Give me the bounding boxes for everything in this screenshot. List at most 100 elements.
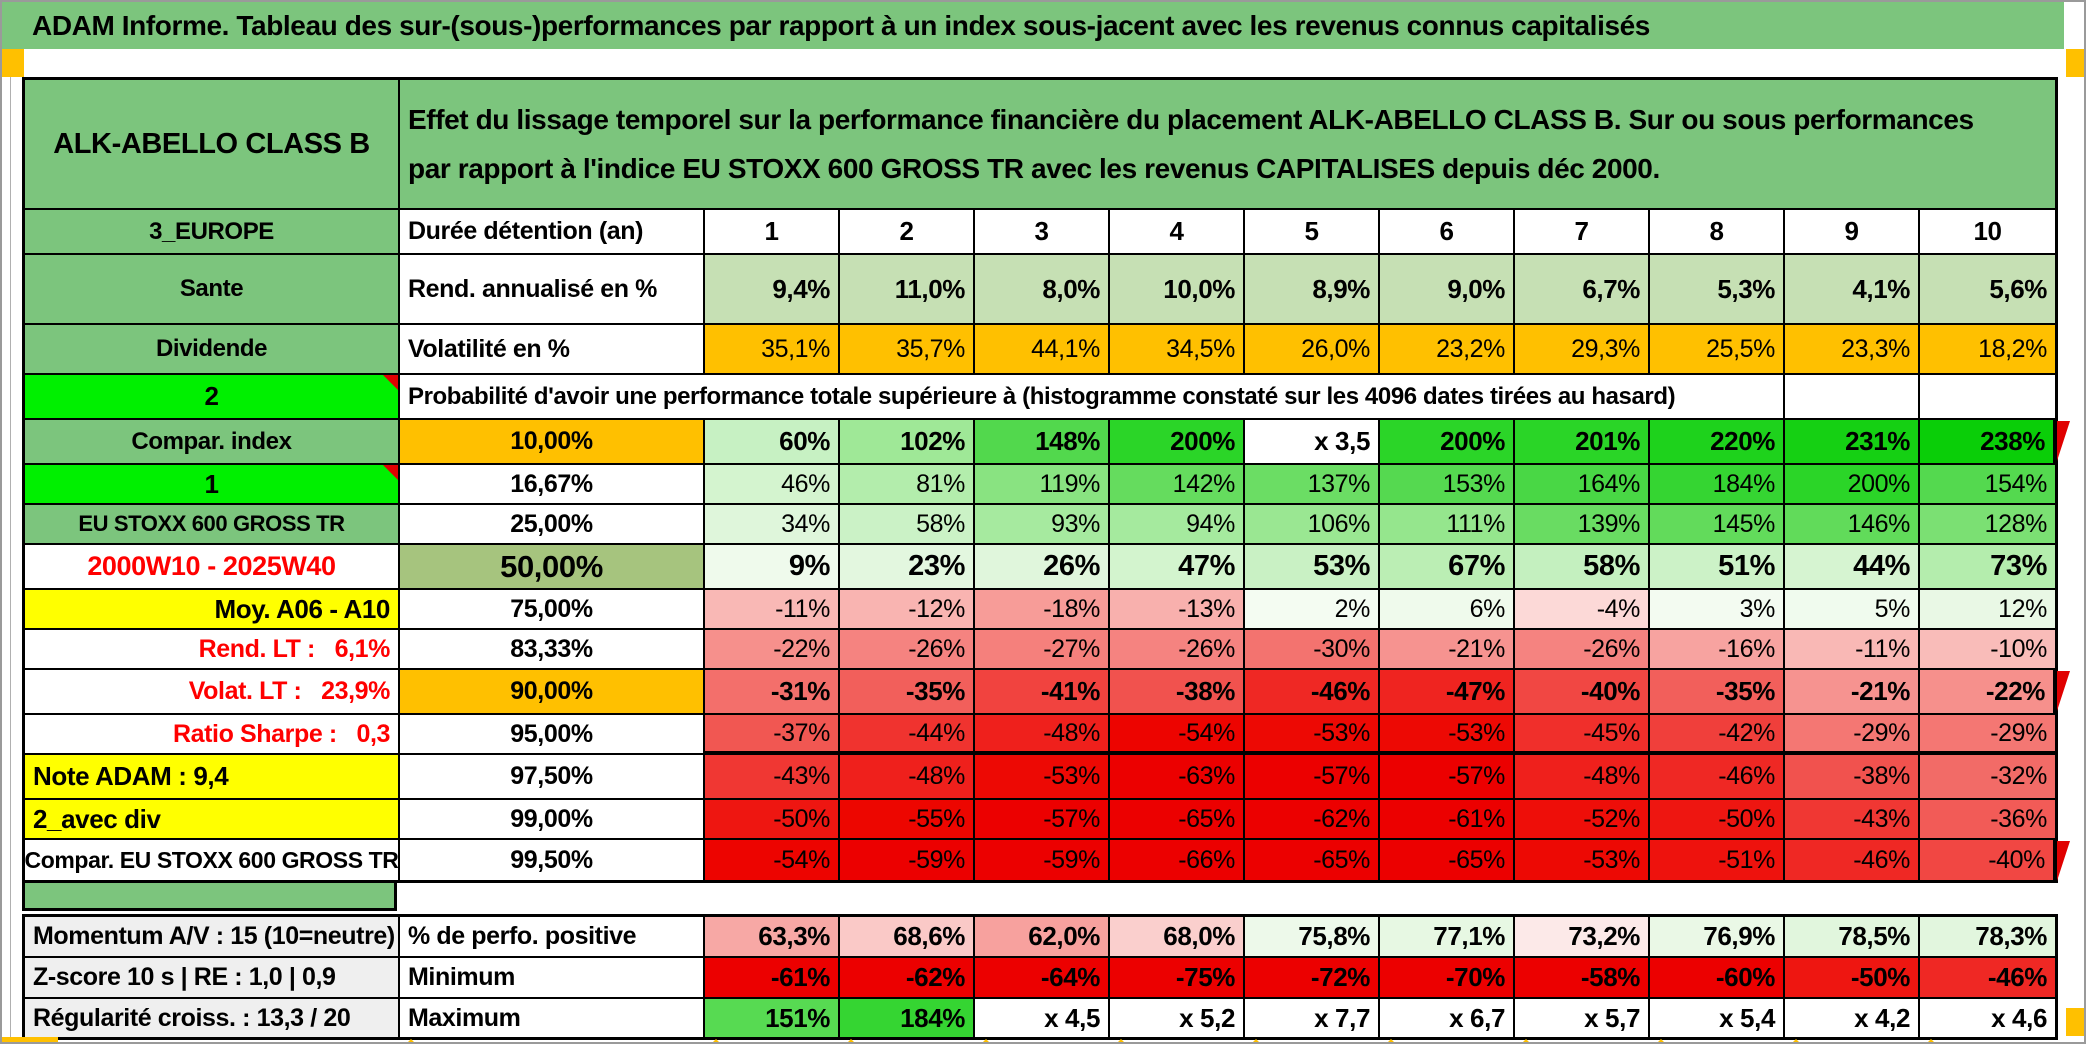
cell-p16-y7[interactable]: 164% <box>1515 465 1650 505</box>
cell-p95-y1[interactable]: -37% <box>705 715 840 755</box>
cell-regularite-y9[interactable]: x 4,2 <box>1785 999 1920 1037</box>
cell-duree-y3[interactable]: 3 <box>975 210 1110 255</box>
cell-p25-y7[interactable]: 139% <box>1515 505 1650 545</box>
cell-regularite-y7[interactable]: x 5,7 <box>1515 999 1650 1037</box>
cell-p83-y8[interactable]: -16% <box>1650 630 1785 670</box>
cell-volat-y2[interactable]: 35,7% <box>840 325 975 375</box>
row-label-p99[interactable]: 2_avec div <box>25 800 400 840</box>
cell-p50-y9[interactable]: 44% <box>1785 545 1920 590</box>
cell-duree-y9[interactable]: 9 <box>1785 210 1920 255</box>
row-header-regularite[interactable]: Maximum <box>400 999 705 1037</box>
cell-momentum-y4[interactable]: 68,0% <box>1110 917 1245 958</box>
cell-momentum-y2[interactable]: 68,6% <box>840 917 975 958</box>
cell-rend-y8[interactable]: 5,3% <box>1650 255 1785 325</box>
row-header-p99[interactable]: 99,00% <box>400 800 705 840</box>
cell-regularite-y3[interactable]: x 4,5 <box>975 999 1110 1037</box>
cell-p99-y7[interactable]: -52% <box>1515 800 1650 840</box>
row-label-regularite[interactable]: Régularité croiss. : 13,3 / 20 <box>25 999 400 1037</box>
cell-volat-y9[interactable]: 23,3% <box>1785 325 1920 375</box>
cell-p83-y2[interactable]: -26% <box>840 630 975 670</box>
cell-volat-y7[interactable]: 29,3% <box>1515 325 1650 375</box>
cell-p83-y1[interactable]: -22% <box>705 630 840 670</box>
cell-p975-y5[interactable]: -57% <box>1245 755 1380 800</box>
cell-p975-y3[interactable]: -53% <box>975 755 1110 800</box>
row-header-p25[interactable]: 25,00% <box>400 505 705 545</box>
row-header-p75[interactable]: 75,00% <box>400 590 705 630</box>
cell-zscore-y6[interactable]: -70% <box>1380 958 1515 999</box>
cell-p75-y8[interactable]: 3% <box>1650 590 1785 630</box>
cell-p10-y5[interactable]: x 3,5 <box>1245 420 1380 465</box>
cell-p975-y1[interactable]: -43% <box>705 755 840 800</box>
cell-p50-y6[interactable]: 67% <box>1380 545 1515 590</box>
cell-p975-y10[interactable]: -32% <box>1920 755 2055 800</box>
cell-volat-y10[interactable]: 18,2% <box>1920 325 2055 375</box>
cell-p90-y2[interactable]: -35% <box>840 670 975 715</box>
cell-p16-y2[interactable]: 81% <box>840 465 975 505</box>
cell-p25-y10[interactable]: 128% <box>1920 505 2055 545</box>
row-header-zscore[interactable]: Minimum <box>400 958 705 999</box>
cell-momentum-y6[interactable]: 77,1% <box>1380 917 1515 958</box>
cell-p90-y1[interactable]: -31% <box>705 670 840 715</box>
cell-duree-y6[interactable]: 6 <box>1380 210 1515 255</box>
cell-p16-y5[interactable]: 137% <box>1245 465 1380 505</box>
cell-p50-y3[interactable]: 26% <box>975 545 1110 590</box>
cell-p995-y5[interactable]: -65% <box>1245 840 1380 880</box>
cell-volat-y8[interactable]: 25,5% <box>1650 325 1785 375</box>
cell-p16-y9[interactable]: 200% <box>1785 465 1920 505</box>
cell-momentum-y5[interactable]: 75,8% <box>1245 917 1380 958</box>
cell-p99-y2[interactable]: -55% <box>840 800 975 840</box>
cell-p83-y7[interactable]: -26% <box>1515 630 1650 670</box>
cell-p75-y4[interactable]: -13% <box>1110 590 1245 630</box>
cell-p95-y3[interactable]: -48% <box>975 715 1110 755</box>
cell-rend-y7[interactable]: 6,7% <box>1515 255 1650 325</box>
cell-p95-y7[interactable]: -45% <box>1515 715 1650 755</box>
row-header-p83[interactable]: 83,33% <box>400 630 705 670</box>
cell-rend-y9[interactable]: 4,1% <box>1785 255 1920 325</box>
cell-p90-y3[interactable]: -41% <box>975 670 1110 715</box>
cell-p99-y4[interactable]: -65% <box>1110 800 1245 840</box>
row-header-p50[interactable]: 50,00% <box>400 545 705 590</box>
cell-volat-y1[interactable]: 35,1% <box>705 325 840 375</box>
row-label-p95[interactable]: Ratio Sharpe : 0,3 <box>25 715 400 755</box>
instrument-name-cell[interactable]: ALK-ABELLO CLASS B <box>25 80 400 210</box>
row-header-momentum[interactable]: % de perfo. positive <box>400 917 705 958</box>
cell-p95-y4[interactable]: -54% <box>1110 715 1245 755</box>
cell-regularite-y5[interactable]: x 7,7 <box>1245 999 1380 1037</box>
cell-p90-y9[interactable]: -21% <box>1785 670 1920 715</box>
cell-p975-y7[interactable]: -48% <box>1515 755 1650 800</box>
cell-momentum-y3[interactable]: 62,0% <box>975 917 1110 958</box>
cell-p16-y8[interactable]: 184% <box>1650 465 1785 505</box>
cell-p75-y3[interactable]: -18% <box>975 590 1110 630</box>
row-label-volat[interactable]: Dividende <box>25 325 400 375</box>
cell-regularite-y8[interactable]: x 5,4 <box>1650 999 1785 1037</box>
cell-zscore-y1[interactable]: -61% <box>705 958 840 999</box>
cell-p16-y4[interactable]: 142% <box>1110 465 1245 505</box>
green-spacer-row[interactable] <box>22 883 397 911</box>
cell-p83-y9[interactable]: -11% <box>1785 630 1920 670</box>
cell-duree-y10[interactable]: 10 <box>1920 210 2055 255</box>
cell-p25-y5[interactable]: 106% <box>1245 505 1380 545</box>
row-label-rend[interactable]: Sante <box>25 255 400 325</box>
cell-p10-y7[interactable]: 201% <box>1515 420 1650 465</box>
cell-zscore-y7[interactable]: -58% <box>1515 958 1650 999</box>
cell-p50-y2[interactable]: 23% <box>840 545 975 590</box>
description-cell[interactable]: Effet du lissage temporel sur la perform… <box>400 80 2055 210</box>
cell-regularite-y6[interactable]: x 6,7 <box>1380 999 1515 1037</box>
cell-p75-y2[interactable]: -12% <box>840 590 975 630</box>
cell-p975-y8[interactable]: -46% <box>1650 755 1785 800</box>
cell-volat-y6[interactable]: 23,2% <box>1380 325 1515 375</box>
cell-regularite-y2[interactable]: 184% <box>840 999 975 1037</box>
cell-p10-y3[interactable]: 148% <box>975 420 1110 465</box>
cell-p99-y6[interactable]: -61% <box>1380 800 1515 840</box>
cell-p16-y1[interactable]: 46% <box>705 465 840 505</box>
cell-rend-y4[interactable]: 10,0% <box>1110 255 1245 325</box>
cell-p95-y6[interactable]: -53% <box>1380 715 1515 755</box>
cell-p995-y9[interactable]: -46% <box>1785 840 1920 880</box>
cell-p83-y10[interactable]: -10% <box>1920 630 2055 670</box>
cell-p90-y4[interactable]: -38% <box>1110 670 1245 715</box>
cell-p995-y6[interactable]: -65% <box>1380 840 1515 880</box>
cell-p25-y4[interactable]: 94% <box>1110 505 1245 545</box>
cell-duree-y1[interactable]: 1 <box>705 210 840 255</box>
cell-p83-y5[interactable]: -30% <box>1245 630 1380 670</box>
cell-zscore-y8[interactable]: -60% <box>1650 958 1785 999</box>
